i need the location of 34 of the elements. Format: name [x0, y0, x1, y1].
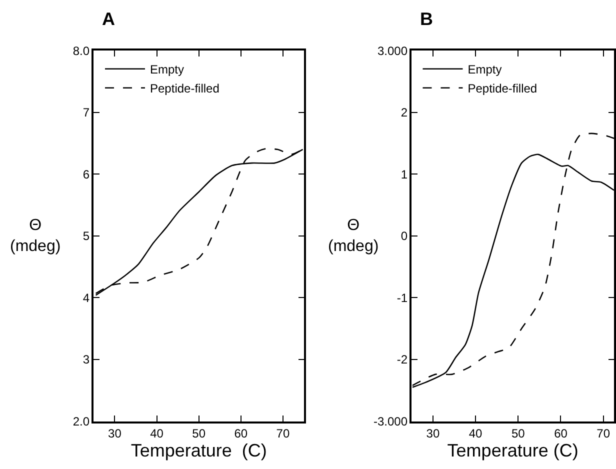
x-tick-label: 50 [192, 426, 206, 440]
y-tick-label: 5 [82, 229, 90, 244]
chart-title: B [420, 9, 433, 29]
x-tick-label: 70 [596, 426, 610, 440]
x-axis-title: Temperature (C) [130, 440, 267, 460]
y-tick-label: 6 [82, 167, 90, 182]
y-tick-label: 2 [400, 106, 408, 120]
y-tick-label: 7 [82, 106, 90, 120]
x-tick-label: 40 [468, 426, 483, 440]
y-tick-label: 2.0 [72, 414, 90, 428]
x-tick-label: 70 [276, 426, 290, 440]
x-tick-label: 40 [150, 426, 164, 440]
legend-label: Empty [468, 62, 502, 77]
y-tick-label: -2 [396, 352, 408, 367]
chart-title: A [102, 9, 115, 29]
y-tick-label: -1 [396, 290, 408, 305]
y-tick-label: 1 [400, 167, 408, 182]
y-tick-label: 3.000 [377, 44, 408, 58]
legend-label: Empty [150, 62, 184, 77]
y-tick-label: 0 [400, 229, 408, 244]
y-tick-label: 4 [82, 290, 90, 305]
x-tick-label: 30 [108, 426, 122, 440]
x-tick-label: 30 [426, 426, 440, 440]
x-axis-title: Temperature (C) [447, 440, 578, 460]
y-tick-label: 3 [82, 352, 90, 367]
y-tick-label: -3.000 [373, 414, 408, 428]
x-tick-label: 60 [554, 426, 568, 440]
y-tick-label: 8.0 [72, 44, 90, 58]
y-axis-title: Θ (mdeg) [328, 217, 379, 255]
legend-label: Peptide-filled [150, 82, 220, 96]
x-tick-label: 50 [511, 426, 526, 440]
x-tick-label: 60 [234, 426, 248, 440]
legend-label: Peptide-filled [468, 82, 538, 96]
y-axis-title: Θ (mdeg) [10, 217, 61, 255]
